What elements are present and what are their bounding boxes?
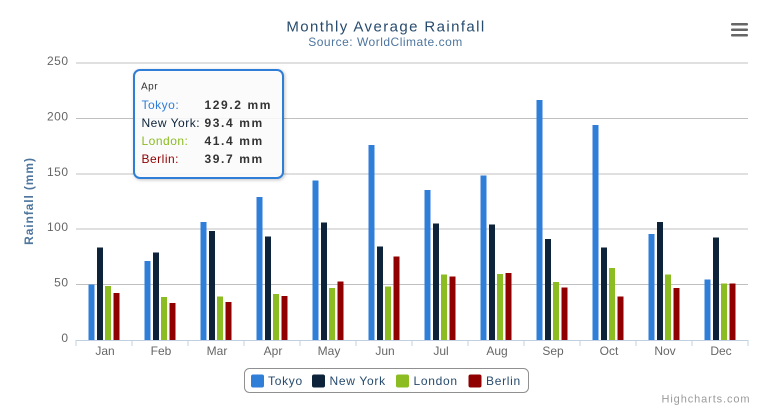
svg-text:New York:: New York: bbox=[142, 116, 201, 130]
svg-text:Berlin: Berlin bbox=[486, 374, 521, 388]
svg-text:Tokyo: Tokyo bbox=[268, 374, 303, 388]
svg-text:May: May bbox=[318, 344, 341, 358]
svg-text:Source: WorldClimate.com: Source: WorldClimate.com bbox=[308, 35, 463, 49]
svg-text:Aug: Aug bbox=[486, 344, 507, 358]
svg-text:Feb: Feb bbox=[151, 344, 172, 358]
svg-text:129.2 mm: 129.2 mm bbox=[205, 98, 273, 112]
svg-text:250: 250 bbox=[47, 54, 69, 68]
svg-text:0: 0 bbox=[61, 331, 68, 345]
svg-text:41.4 mm: 41.4 mm bbox=[205, 134, 264, 148]
svg-text:100: 100 bbox=[47, 220, 69, 234]
svg-text:93.4 mm: 93.4 mm bbox=[205, 116, 264, 130]
svg-text:Oct: Oct bbox=[600, 344, 619, 358]
svg-text:39.7 mm: 39.7 mm bbox=[205, 152, 264, 166]
svg-text:Tokyo:: Tokyo: bbox=[142, 98, 180, 112]
svg-text:Jul: Jul bbox=[433, 344, 448, 358]
svg-text:Mar: Mar bbox=[207, 344, 228, 358]
svg-text:London:: London: bbox=[142, 134, 189, 148]
svg-text:Monthly Average Rainfall: Monthly Average Rainfall bbox=[286, 19, 485, 36]
svg-text:London: London bbox=[414, 374, 458, 388]
svg-text:Dec: Dec bbox=[710, 344, 731, 358]
svg-text:Berlin:: Berlin: bbox=[142, 152, 180, 166]
svg-text:150: 150 bbox=[47, 165, 69, 179]
svg-text:New York: New York bbox=[330, 374, 387, 388]
svg-text:Rainfall (mm): Rainfall (mm) bbox=[22, 157, 36, 245]
svg-text:Apr: Apr bbox=[264, 344, 283, 358]
svg-text:Jun: Jun bbox=[375, 344, 394, 358]
svg-text:Highcharts.com: Highcharts.com bbox=[661, 394, 750, 406]
svg-text:Sep: Sep bbox=[542, 344, 564, 358]
svg-text:Nov: Nov bbox=[654, 344, 675, 358]
svg-text:50: 50 bbox=[54, 276, 68, 290]
svg-text:Apr: Apr bbox=[141, 82, 158, 93]
svg-text:200: 200 bbox=[47, 109, 69, 123]
svg-text:Jan: Jan bbox=[95, 344, 114, 358]
